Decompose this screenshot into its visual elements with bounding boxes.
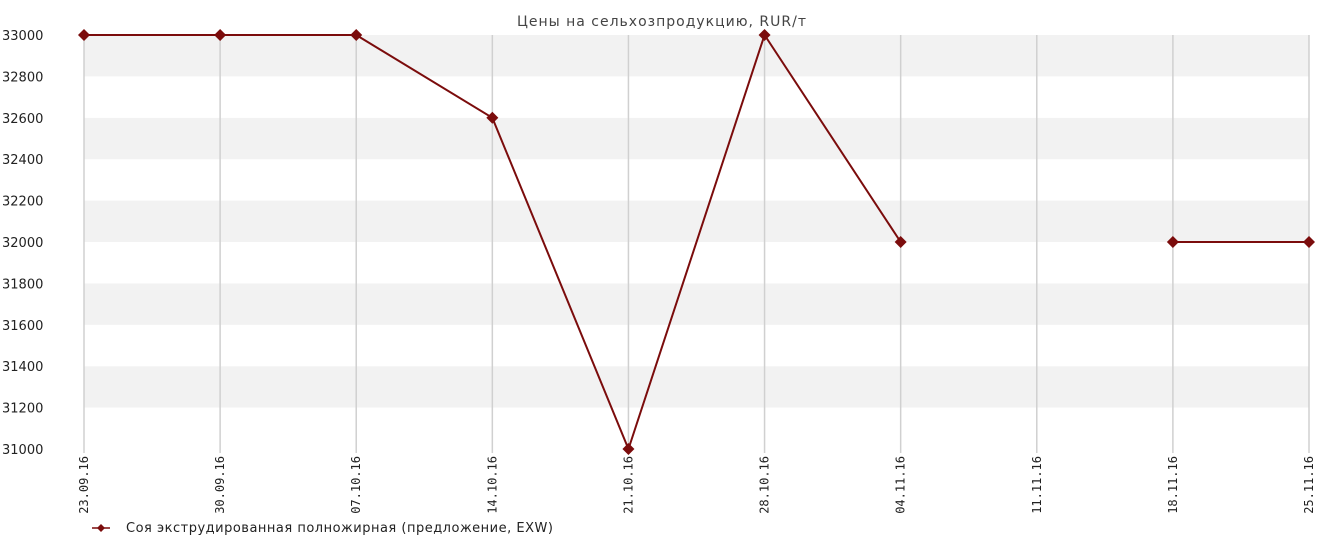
- x-tick-label: 14.10.16: [485, 456, 499, 514]
- data-point[interactable]: [1166, 236, 1179, 248]
- x-tick-label: 25.11.16: [1302, 456, 1316, 514]
- x-tick-label: 18.11.16: [1166, 456, 1180, 514]
- plot-bands: [84, 35, 1309, 449]
- x-tick-label: 11.11.16: [1030, 456, 1044, 514]
- plot-band: [84, 242, 1309, 284]
- y-tick-label: 33000: [2, 29, 43, 44]
- x-tick-label: 04.11.16: [894, 456, 908, 514]
- y-tick-label: 32000: [2, 236, 43, 251]
- x-tick-label: 07.10.16: [349, 456, 363, 514]
- plot-band: [84, 366, 1309, 408]
- y-tick-label: 32400: [2, 153, 43, 168]
- plot-band: [84, 324, 1309, 367]
- plot-band: [84, 200, 1309, 242]
- plot-band: [84, 117, 1309, 160]
- data-point[interactable]: [1303, 236, 1315, 248]
- y-tick-label: 31800: [2, 277, 43, 292]
- x-tick-label: 30.09.16: [213, 456, 227, 514]
- plot-band: [84, 407, 1309, 449]
- legend-marker-icon: [97, 524, 105, 532]
- y-tick-label: 32200: [2, 195, 43, 210]
- y-axis-ticks: 31000 31200 31400 31600 31800 32000 32200 32400…: [2, 29, 43, 458]
- x-tick-label: 23.09.16: [77, 456, 91, 514]
- x-axis-ticks: 23.09.16 30.09.16 07.10.16 14.10.16 21.10.16…: [77, 456, 1316, 514]
- y-tick-label: 31400: [2, 360, 43, 375]
- data-point[interactable]: [758, 29, 771, 41]
- x-tick-label: 28.10.16: [758, 456, 772, 514]
- chart-title: Цены на сельхозпродукцию, RUR/т: [517, 14, 807, 30]
- data-point[interactable]: [894, 236, 907, 248]
- data-point[interactable]: [486, 111, 499, 124]
- data-point[interactable]: [622, 443, 635, 455]
- plot-band: [84, 35, 1309, 77]
- data-point[interactable]: [78, 29, 90, 41]
- plot-band: [84, 159, 1309, 201]
- y-tick-label: 31600: [2, 319, 43, 334]
- y-tick-label: 32600: [2, 112, 43, 127]
- x-tick-label: 21.10.16: [621, 456, 635, 514]
- y-tick-label: 32800: [2, 70, 43, 85]
- plot-band: [84, 76, 1309, 118]
- data-point[interactable]: [350, 29, 363, 41]
- legend[interactable]: Соя экструдированная полножирная (предло…: [92, 521, 553, 535]
- data-point[interactable]: [214, 29, 227, 41]
- plot-band: [84, 283, 1309, 325]
- legend-label: Соя экструдированная полножирная (предло…: [126, 521, 553, 535]
- y-tick-label: 31200: [2, 402, 43, 417]
- series-points: [78, 29, 1315, 455]
- y-tick-label: 31000: [2, 443, 43, 458]
